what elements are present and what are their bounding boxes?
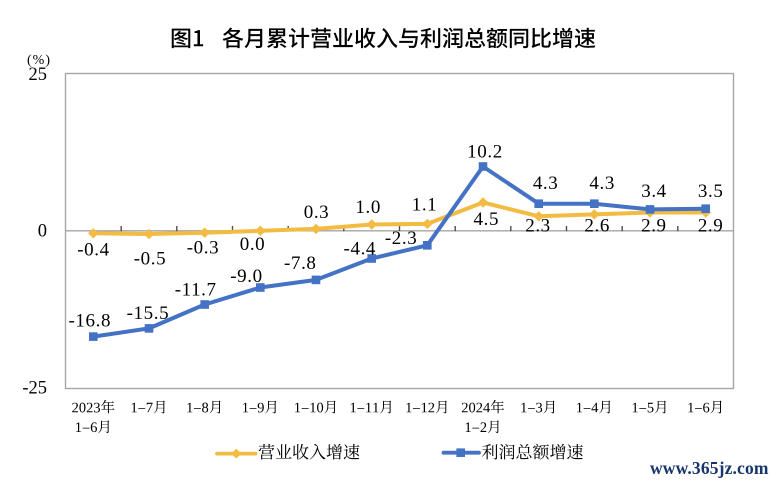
- svg-text:10.2: 10.2: [467, 142, 503, 163]
- svg-text:2.9: 2.9: [698, 216, 724, 237]
- svg-text:3.4: 3.4: [641, 181, 667, 202]
- svg-text:4.5: 4.5: [474, 209, 500, 230]
- svg-text:www.365jz.com: www.365jz.com: [650, 458, 769, 478]
- svg-text:-11.7: -11.7: [175, 280, 217, 301]
- svg-text:0.0: 0.0: [240, 234, 266, 255]
- svg-text:-15.5: -15.5: [127, 303, 170, 324]
- svg-text:3.5: 3.5: [698, 181, 724, 202]
- svg-text:25: 25: [29, 65, 48, 85]
- svg-text:-4.4: -4.4: [344, 238, 376, 259]
- svg-text:4.3: 4.3: [589, 173, 615, 194]
- svg-text:-25: -25: [22, 379, 47, 399]
- svg-text:(%): (%): [27, 53, 51, 68]
- svg-text:1.0: 1.0: [355, 197, 381, 218]
- svg-text:-2.3: -2.3: [385, 228, 417, 249]
- svg-text:-0.3: -0.3: [187, 237, 219, 258]
- svg-text:-7.8: -7.8: [284, 253, 316, 274]
- svg-text:1.1: 1.1: [412, 195, 438, 216]
- svg-text:-0.5: -0.5: [134, 249, 166, 270]
- svg-text:2.6: 2.6: [584, 216, 610, 237]
- svg-text:2.3: 2.3: [525, 216, 551, 237]
- svg-text:-9.0: -9.0: [230, 266, 262, 287]
- svg-text:-16.8: -16.8: [69, 311, 112, 332]
- svg-text:-0.4: -0.4: [77, 239, 109, 260]
- svg-text:2.9: 2.9: [641, 216, 667, 237]
- svg-text:0.3: 0.3: [304, 202, 330, 223]
- svg-text:4.3: 4.3: [533, 173, 559, 194]
- svg-text:0: 0: [38, 222, 47, 242]
